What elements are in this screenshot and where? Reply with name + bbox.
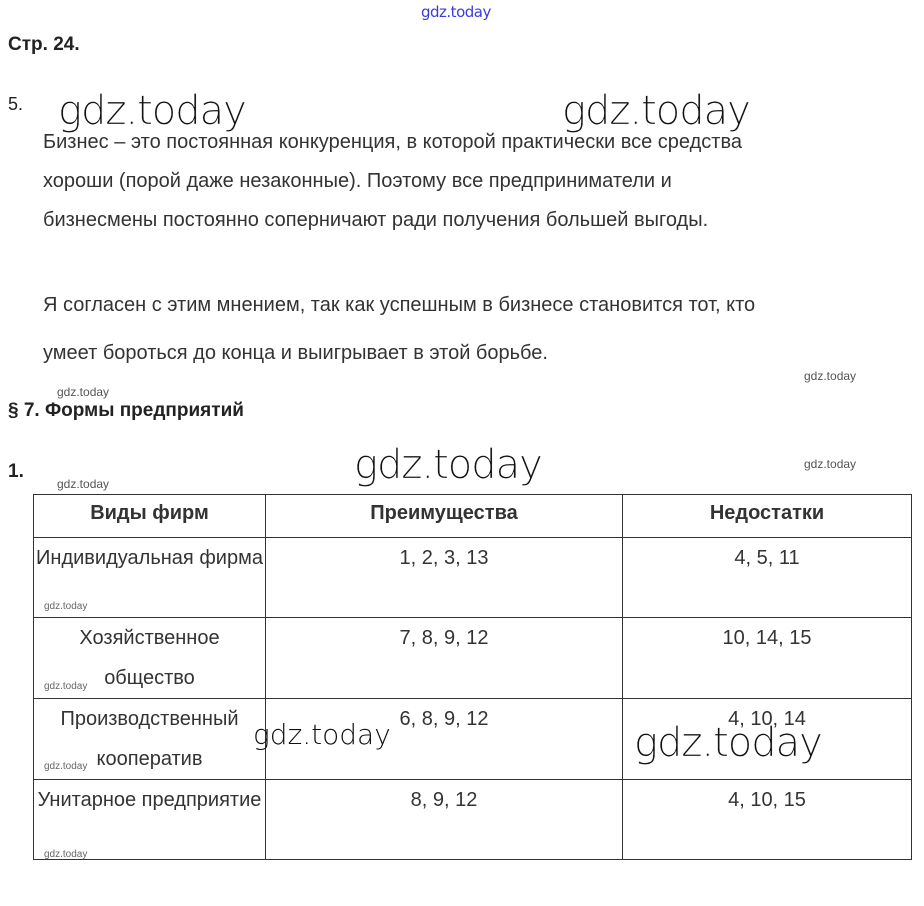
table-cell: 4, 5, 11: [622, 537, 912, 618]
watermark: gdz.today: [804, 369, 857, 383]
table-header-row: Виды фирм Преимущества Недостатки: [33, 494, 912, 538]
table-row: Унитарное предприятие 8, 9, 12 4, 10, 15: [33, 779, 912, 860]
task-number: 5.: [8, 94, 24, 114]
table-cell: 7, 8, 9, 12: [265, 617, 623, 699]
column-header: Виды фирм: [33, 494, 266, 538]
page-reference: Стр. 24.: [8, 34, 80, 55]
text-line: Я согласен с этим мнением, так как успеш…: [43, 294, 756, 316]
table-cell: 4, 10, 15: [622, 779, 912, 860]
text-line: хороши (порой даже незаконные). Поэтому …: [43, 170, 672, 192]
table-cell: 10, 14, 15: [622, 617, 912, 699]
watermark: gdz.today: [44, 601, 88, 612]
watermark: gdz.today: [44, 849, 88, 860]
section-title: § 7. Формы предприятий: [8, 400, 244, 421]
watermark: gdz.today: [58, 88, 247, 134]
firm-types-table: Виды фирм Преимущества Недостатки Индиви…: [33, 494, 912, 860]
table-row: Индивидуальная фирма 1, 2, 3, 13 4, 5, 1…: [33, 537, 912, 618]
column-header: Преимущества: [265, 494, 623, 538]
paragraph-1: Бизнес – это постоянная конкуренция, в к…: [43, 123, 742, 240]
table-cell: Производственный кооператив: [33, 698, 266, 780]
column-header: Недостатки: [622, 494, 912, 538]
task-number: 1.: [8, 461, 24, 482]
text-line: бизнесмены постоянно соперничают ради по…: [43, 209, 709, 231]
table-cell: 8, 9, 12: [265, 779, 623, 860]
watermark: gdz.today: [57, 477, 110, 491]
watermark: gdz.today: [562, 88, 751, 134]
text-line: умеет бороться до конца и выигрывает в э…: [43, 342, 548, 364]
watermark: gdz.today: [804, 457, 857, 471]
watermark: gdz.today: [253, 718, 391, 751]
table-cell: Унитарное предприятие: [33, 779, 266, 860]
text-line: Бизнес – это постоянная конкуренция, в к…: [43, 131, 742, 153]
watermark: gdz.today: [57, 385, 110, 399]
table-cell: 6, 8, 9, 12: [265, 698, 623, 780]
watermark: gdz.today: [634, 720, 823, 766]
table-row: Хозяйственное общество 7, 8, 9, 12 10, 1…: [33, 617, 912, 699]
table-row: Производственный кооператив 6, 8, 9, 12 …: [33, 698, 912, 780]
watermark: gdz.today: [421, 3, 491, 21]
paragraph-2: Я согласен с этим мнением, так как успеш…: [43, 281, 755, 377]
watermark: gdz.today: [44, 761, 88, 772]
table-cell: 1, 2, 3, 13: [265, 537, 623, 618]
table-cell: Хозяйственное общество: [33, 617, 266, 699]
watermark: gdz.today: [354, 442, 543, 488]
table-cell: 4, 10, 14: [622, 698, 912, 780]
table-cell: Индивидуальная фирма: [33, 537, 266, 618]
watermark: gdz.today: [44, 681, 88, 692]
